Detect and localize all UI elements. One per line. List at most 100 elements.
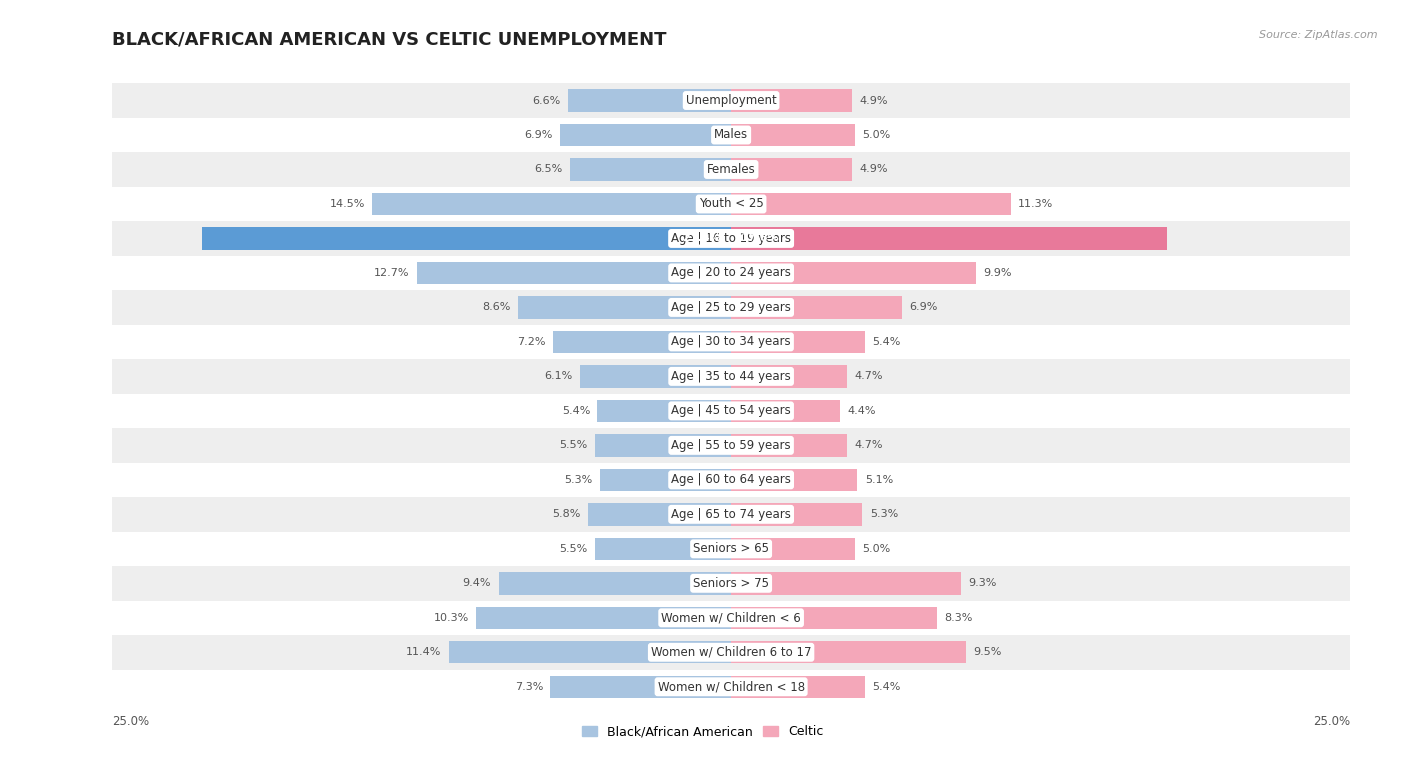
Text: 9.5%: 9.5% xyxy=(973,647,1002,657)
Legend: Black/African American, Celtic: Black/African American, Celtic xyxy=(578,720,828,743)
Bar xyxy=(561,124,731,146)
Bar xyxy=(588,503,731,525)
Bar xyxy=(731,400,839,422)
Text: 6.5%: 6.5% xyxy=(534,164,562,174)
Text: 11.4%: 11.4% xyxy=(406,647,441,657)
Bar xyxy=(112,566,1350,600)
Text: Age | 30 to 34 years: Age | 30 to 34 years xyxy=(671,335,792,348)
Text: Age | 35 to 44 years: Age | 35 to 44 years xyxy=(671,370,792,383)
Text: 5.4%: 5.4% xyxy=(561,406,591,416)
Text: 4.4%: 4.4% xyxy=(848,406,876,416)
Text: Age | 16 to 19 years: Age | 16 to 19 years xyxy=(671,232,792,245)
Text: 5.0%: 5.0% xyxy=(862,544,890,554)
Bar xyxy=(731,469,858,491)
Bar xyxy=(731,503,862,525)
Bar xyxy=(112,359,1350,394)
Bar xyxy=(112,187,1350,221)
Bar xyxy=(519,296,731,319)
Text: Age | 65 to 74 years: Age | 65 to 74 years xyxy=(671,508,792,521)
Text: 5.5%: 5.5% xyxy=(560,441,588,450)
Text: 5.4%: 5.4% xyxy=(872,682,901,692)
Bar xyxy=(112,118,1350,152)
Text: 12.7%: 12.7% xyxy=(374,268,409,278)
Bar xyxy=(112,600,1350,635)
Bar xyxy=(595,435,731,456)
Bar xyxy=(551,675,731,698)
Bar xyxy=(731,296,901,319)
Text: Age | 25 to 29 years: Age | 25 to 29 years xyxy=(671,301,792,314)
Bar xyxy=(477,606,731,629)
Text: Unemployment: Unemployment xyxy=(686,94,776,107)
Text: Seniors > 65: Seniors > 65 xyxy=(693,542,769,556)
Text: 9.3%: 9.3% xyxy=(969,578,997,588)
Bar xyxy=(112,256,1350,290)
Text: 5.1%: 5.1% xyxy=(865,475,893,484)
Bar xyxy=(595,537,731,560)
Text: 8.3%: 8.3% xyxy=(943,613,973,623)
Text: 14.5%: 14.5% xyxy=(329,199,366,209)
Text: Women w/ Children < 18: Women w/ Children < 18 xyxy=(658,681,804,693)
Text: 8.6%: 8.6% xyxy=(482,303,510,313)
Bar xyxy=(731,227,1167,250)
Bar xyxy=(731,435,848,456)
Text: 10.3%: 10.3% xyxy=(433,613,468,623)
Bar xyxy=(112,635,1350,669)
Bar xyxy=(731,606,936,629)
Bar xyxy=(598,400,731,422)
Bar xyxy=(449,641,731,663)
Bar xyxy=(731,262,976,284)
Bar xyxy=(553,331,731,353)
Text: Women w/ Children 6 to 17: Women w/ Children 6 to 17 xyxy=(651,646,811,659)
Bar xyxy=(112,394,1350,428)
Text: 7.2%: 7.2% xyxy=(517,337,546,347)
Bar xyxy=(731,572,962,594)
Text: Males: Males xyxy=(714,129,748,142)
Text: 5.5%: 5.5% xyxy=(560,544,588,554)
Text: 21.4%: 21.4% xyxy=(682,233,721,244)
Text: 4.9%: 4.9% xyxy=(860,95,889,105)
Bar xyxy=(112,531,1350,566)
Bar xyxy=(731,641,966,663)
Bar xyxy=(112,325,1350,359)
Bar xyxy=(416,262,731,284)
Bar xyxy=(731,89,852,112)
Text: Age | 60 to 64 years: Age | 60 to 64 years xyxy=(671,473,792,486)
Text: 6.9%: 6.9% xyxy=(910,303,938,313)
Text: 25.0%: 25.0% xyxy=(112,715,149,728)
Text: 5.3%: 5.3% xyxy=(870,509,898,519)
Text: 5.8%: 5.8% xyxy=(551,509,581,519)
Bar xyxy=(731,365,848,388)
Bar xyxy=(201,227,731,250)
Bar xyxy=(731,537,855,560)
Text: 6.9%: 6.9% xyxy=(524,130,553,140)
Text: Youth < 25: Youth < 25 xyxy=(699,198,763,210)
Text: 4.7%: 4.7% xyxy=(855,372,883,382)
Text: 9.4%: 9.4% xyxy=(463,578,491,588)
Bar xyxy=(112,463,1350,497)
Text: Age | 55 to 59 years: Age | 55 to 59 years xyxy=(671,439,792,452)
Bar xyxy=(112,152,1350,187)
Bar xyxy=(731,331,865,353)
Text: 4.7%: 4.7% xyxy=(855,441,883,450)
Text: 17.6%: 17.6% xyxy=(741,233,780,244)
Bar xyxy=(581,365,731,388)
Bar xyxy=(112,290,1350,325)
Text: Seniors > 75: Seniors > 75 xyxy=(693,577,769,590)
Bar xyxy=(112,221,1350,256)
Bar xyxy=(568,89,731,112)
Text: Age | 20 to 24 years: Age | 20 to 24 years xyxy=(671,266,792,279)
Text: 7.3%: 7.3% xyxy=(515,682,543,692)
Text: 5.3%: 5.3% xyxy=(564,475,592,484)
Text: 11.3%: 11.3% xyxy=(1018,199,1053,209)
Text: 5.0%: 5.0% xyxy=(862,130,890,140)
Text: 9.9%: 9.9% xyxy=(984,268,1012,278)
Text: 5.4%: 5.4% xyxy=(872,337,901,347)
Bar xyxy=(731,124,855,146)
Bar xyxy=(112,83,1350,118)
Bar xyxy=(731,675,865,698)
Text: Source: ZipAtlas.com: Source: ZipAtlas.com xyxy=(1260,30,1378,40)
Bar xyxy=(731,193,1011,215)
Text: 6.6%: 6.6% xyxy=(531,95,561,105)
Text: 4.9%: 4.9% xyxy=(860,164,889,174)
Bar xyxy=(499,572,731,594)
